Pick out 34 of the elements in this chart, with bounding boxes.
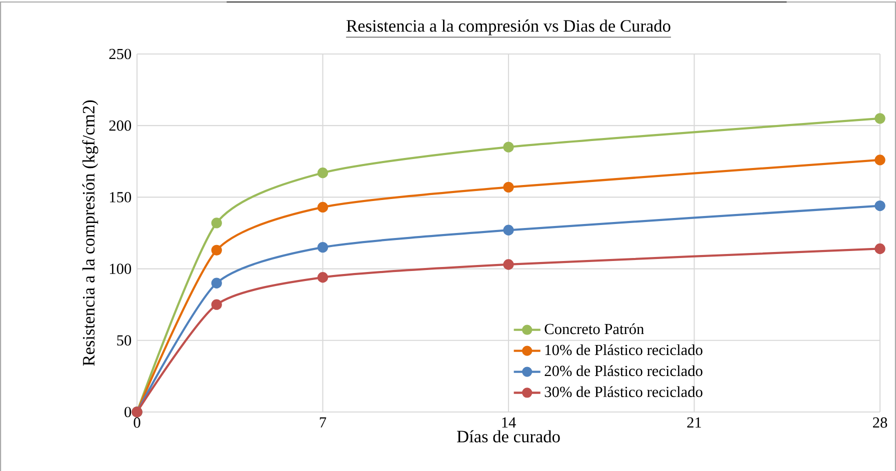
point: [874, 243, 886, 254]
y-tick-label: 200: [109, 120, 132, 131]
y-tick-label: 0: [124, 406, 132, 418]
point: [317, 202, 328, 213]
x-tick-label: 7: [320, 417, 326, 428]
x-tick-label: 21: [687, 417, 701, 428]
y-tick-label: 50: [117, 335, 132, 346]
x-tick-label: 0: [134, 417, 140, 428]
legend-label: 20% de Plástico reciclado: [544, 365, 702, 376]
point: [874, 154, 886, 166]
point: [503, 142, 514, 152]
y-tick-label: 150: [110, 192, 132, 202]
point: [211, 299, 222, 310]
x-tick-label: 14: [502, 417, 516, 428]
point: [874, 200, 886, 212]
point: [317, 272, 328, 283]
point: [503, 182, 514, 193]
legend-label: 30% de Plástico reciclado: [544, 386, 702, 398]
point: [317, 242, 328, 253]
x-tick-label: 28: [872, 417, 888, 428]
x-axis-title: Días de curado: [457, 430, 560, 442]
point: [874, 113, 886, 124]
y-tick-label: 100: [110, 264, 132, 274]
point: [503, 259, 514, 270]
point: [211, 218, 222, 228]
chart-title: Resistencia a la compresión vs Dias de Curado: [346, 20, 670, 36]
point: [211, 278, 222, 288]
legend-label: Concreto Patrón: [544, 323, 644, 334]
y-tick-label: 250: [109, 48, 132, 60]
point: [503, 224, 514, 236]
point: [317, 168, 328, 178]
y-axis-title: Resistencia a la compresión (kgf/cm2): [82, 100, 98, 366]
point: [211, 244, 222, 256]
legend-label: 10% de Plástico reciclado: [545, 344, 702, 356]
